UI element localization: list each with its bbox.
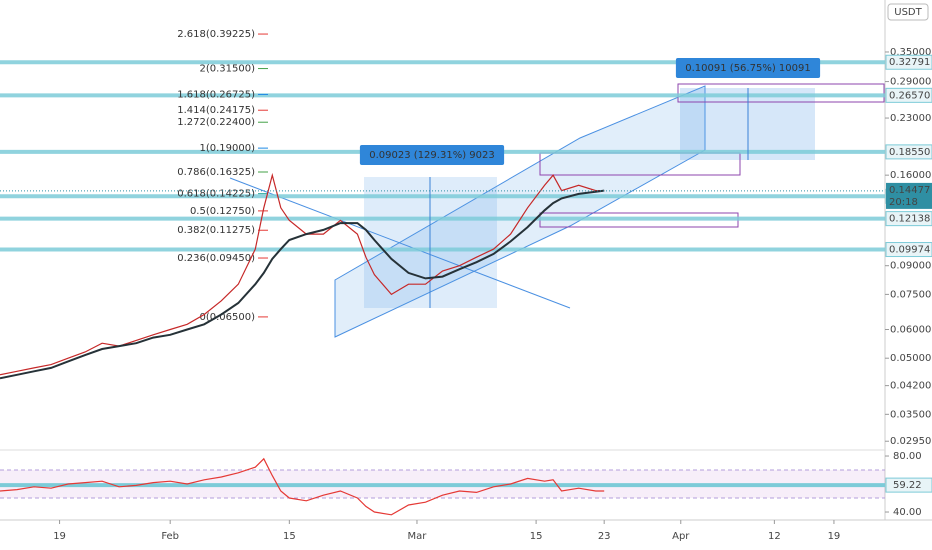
x-tick-label: 15: [283, 531, 296, 542]
level-label: 0.32791: [889, 57, 930, 68]
measure-label: 0.10091 (56.75%) 10091: [685, 63, 810, 74]
fib-label: 0.236(0.09450): [177, 253, 255, 264]
rsi-label-box: [885, 477, 932, 493]
fib-label: 0(0.06500): [199, 312, 255, 323]
x-tick-label: 15: [530, 531, 543, 542]
y-tick-label: 0.07500: [890, 289, 931, 300]
rsi-tick-label: 80.00: [893, 451, 922, 462]
x-tick-label: 19: [828, 531, 841, 542]
x-tick-label: Feb: [161, 531, 179, 542]
fib-label: 0.382(0.11275): [177, 225, 255, 236]
last-price-label: 0.14477: [889, 185, 930, 196]
y-tick-label: 0.09000: [890, 261, 931, 272]
level-label-box: [885, 242, 932, 258]
trend-line: [229, 177, 571, 309]
rsi-tick-label: 40.00: [893, 507, 922, 518]
last-price-box: [886, 182, 932, 209]
rsi-line: [0, 457, 605, 516]
level-label-box: [885, 211, 932, 227]
measure-box: [359, 145, 505, 165]
y-tick-label: 0.35000: [890, 47, 931, 58]
measure-label: 0.09023 (129.31%) 9023: [369, 150, 494, 161]
level-label: 0.12138: [889, 214, 930, 225]
y-tick-label: 0.06000: [890, 325, 931, 336]
y-tick-label: 0.16000: [890, 170, 931, 181]
rsi-label: 59.22: [893, 480, 922, 491]
level-label: 0.09974: [889, 245, 930, 256]
y-tick-label: 0.03500: [890, 409, 931, 420]
y-tick-label: 0.05000: [890, 353, 931, 364]
countdown: 20:18: [889, 197, 918, 208]
fib-label: 2(0.31500): [199, 64, 255, 75]
y-tick-label: 0.23000: [890, 113, 931, 124]
x-tick-label: 12: [768, 531, 781, 542]
y-tick-label: 0.04200: [890, 381, 931, 392]
fib-label: 0.618(0.14225): [177, 189, 255, 200]
currency-box: [887, 3, 929, 21]
fib-label: 1.414(0.24175): [177, 105, 255, 116]
x-tick-label: 23: [598, 531, 611, 542]
price-line: [0, 189, 605, 380]
fib-label: 1.272(0.22400): [177, 117, 255, 128]
x-tick-label: Mar: [408, 531, 428, 542]
level-label-box: [885, 87, 932, 103]
fib-label: 0.786(0.16325): [177, 167, 255, 178]
currency: USDT: [894, 7, 922, 18]
fib-label: 1(0.19000): [199, 143, 255, 154]
channel: [334, 85, 706, 338]
y-tick-label: 0.02950: [890, 436, 931, 447]
measure-box: [675, 58, 821, 78]
x-tick-label: 19: [53, 531, 66, 542]
level-label-box: [885, 54, 932, 70]
level-label: 0.18550: [889, 147, 930, 158]
level-label-box: [885, 144, 932, 160]
fib-label: 2.618(0.39225): [177, 29, 255, 40]
level-label: 0.26570: [889, 90, 930, 101]
zone-box: [677, 83, 885, 103]
y-tick-label: 0.29000: [890, 77, 931, 88]
fib-label: 1.618(0.26725): [177, 89, 255, 100]
x-tick-label: Apr: [672, 531, 690, 542]
fib-label: 0.5(0.12750): [190, 206, 255, 217]
